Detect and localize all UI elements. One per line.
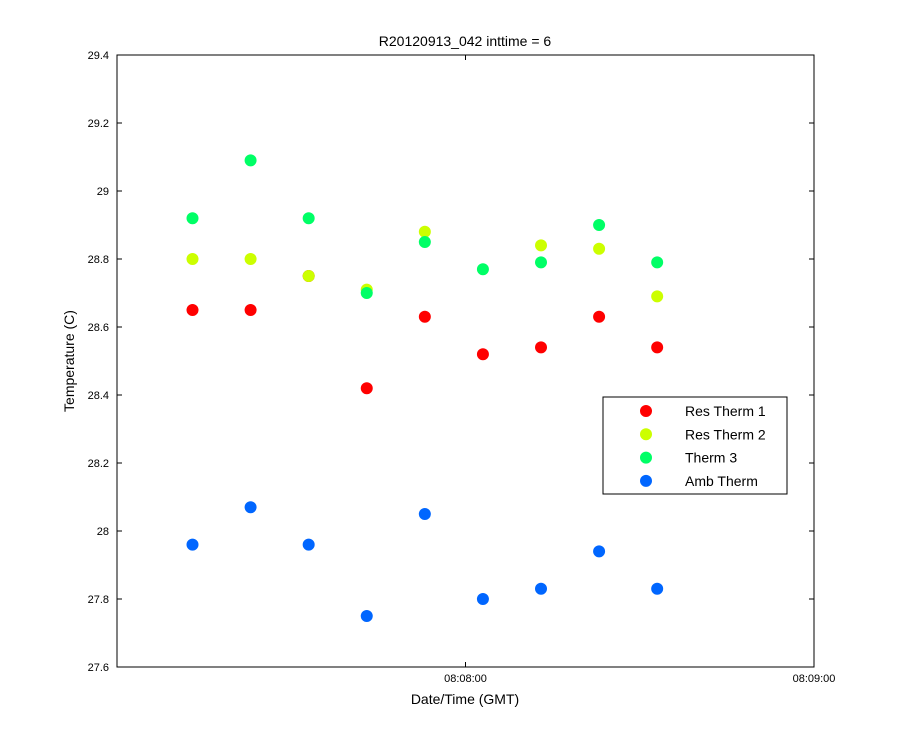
plot-area — [117, 55, 814, 667]
data-point-res-therm-1 — [244, 304, 257, 316]
data-point-amb-therm — [593, 545, 606, 558]
y-tick-label: 27.6 — [88, 662, 109, 674]
data-point-amb-therm — [302, 538, 315, 551]
y-tick-label: 28.2 — [88, 458, 109, 470]
data-point-therm-3 — [186, 212, 199, 225]
data-point-res-therm-2 — [593, 242, 606, 255]
data-point-res-therm-1 — [593, 310, 606, 323]
data-point-amb-therm — [244, 501, 257, 514]
plot-frame — [116, 54, 815, 668]
data-point-res-therm-2 — [244, 253, 257, 265]
data-point-res-therm-1 — [418, 310, 431, 323]
legend-label-amb-therm: Amb Therm — [685, 473, 758, 489]
y-tick-label: 29 — [97, 186, 109, 198]
data-point-therm-3 — [535, 256, 548, 269]
data-point-res-therm-1 — [535, 341, 548, 354]
data-point-amb-therm — [360, 610, 373, 622]
data-point-res-therm-2 — [651, 290, 664, 303]
legend-label-therm-3: Therm 3 — [685, 450, 737, 466]
y-tick-label: 28.6 — [88, 322, 109, 334]
x-tick-label: 08:08:00 — [444, 673, 487, 685]
data-point-therm-3 — [418, 236, 431, 248]
x-tick-label: 08:09:00 — [793, 673, 836, 685]
legend-label-res-therm-1: Res Therm 1 — [685, 403, 766, 419]
y-tick-label: 27.8 — [88, 594, 109, 606]
data-points — [186, 154, 664, 622]
data-point-therm-3 — [244, 154, 257, 167]
data-point-therm-3 — [360, 287, 373, 299]
data-point-res-therm-1 — [186, 304, 199, 316]
data-point-res-therm-1 — [651, 341, 664, 354]
series-therm-3 — [186, 154, 664, 299]
legend-marker-res-therm-1 — [640, 405, 652, 417]
data-point-res-therm-2 — [186, 253, 199, 265]
y-tick-label: 29.4 — [88, 50, 109, 62]
data-point-therm-3 — [302, 212, 315, 225]
data-point-therm-3 — [593, 219, 606, 231]
series-res-therm-1 — [186, 270, 664, 395]
data-point-therm-3 — [476, 263, 489, 276]
y-tick-label: 28 — [97, 526, 109, 538]
legend-marker-res-therm-2 — [640, 428, 652, 441]
chart-title: R20120913_042 inttime = 6 — [379, 33, 552, 49]
data-point-therm-3 — [651, 256, 664, 269]
data-point-res-therm-2 — [302, 270, 315, 282]
data-point-amb-therm — [418, 508, 431, 520]
legend-marker-amb-therm — [640, 474, 652, 487]
y-axis-label: Temperature (C) — [61, 310, 77, 412]
data-point-res-therm-1 — [476, 348, 489, 361]
axis-ticks: 27.6 27.8 28 28.2 28.4 28.6 28.8 29 29.2 29.4 08:0… — [88, 50, 836, 685]
data-point-amb-therm — [651, 582, 664, 595]
data-point-res-therm-2 — [535, 239, 548, 252]
data-point-amb-therm — [186, 538, 199, 551]
legend: Res Therm 1 Res Therm 2 Therm 3 Amb Therm — [602, 396, 788, 495]
data-point-amb-therm — [535, 582, 548, 595]
y-tick-label: 29.2 — [88, 118, 109, 130]
series-amb-therm — [186, 501, 664, 622]
data-point-res-therm-1 — [360, 382, 373, 395]
legend-label-res-therm-2: Res Therm 2 — [685, 426, 766, 442]
legend-box — [602, 396, 788, 495]
data-point-amb-therm — [476, 593, 489, 605]
x-axis-label: Date/Time (GMT) — [411, 691, 519, 707]
legend-marker-therm-3 — [640, 451, 652, 464]
y-tick-label: 28.8 — [88, 254, 109, 266]
data-point-res-therm-2 — [418, 225, 431, 238]
y-tick-label: 28.4 — [88, 390, 109, 402]
